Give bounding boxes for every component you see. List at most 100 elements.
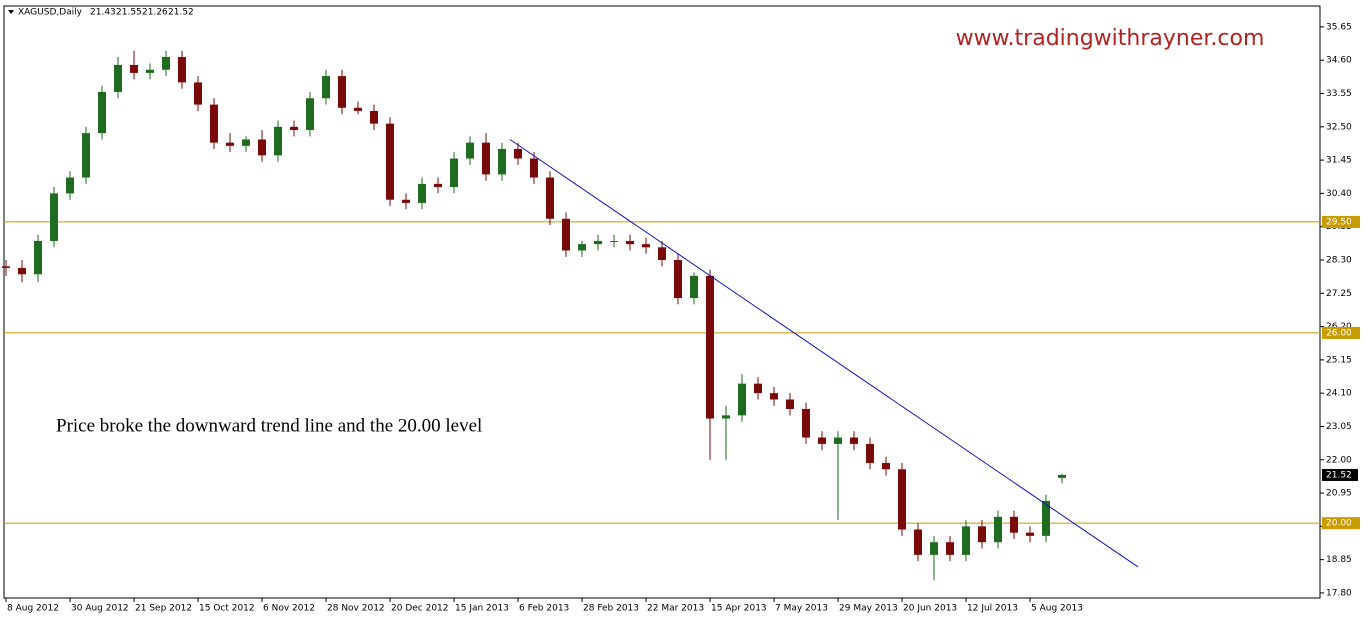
candle-body (674, 259, 682, 299)
x-tick-label: 15 Apr 2013 (711, 604, 767, 614)
y-tick-label: 27.25 (1326, 289, 1352, 299)
candle-body (962, 526, 970, 555)
candle-body (1058, 474, 1066, 478)
x-tick-label: 21 Sep 2012 (135, 604, 192, 614)
candle-body (610, 240, 618, 242)
y-tick-label: 22.00 (1326, 455, 1352, 465)
candle-body (242, 139, 250, 146)
level-label-box (1322, 215, 1360, 228)
candle-body (418, 183, 426, 203)
y-tick-label: 33.55 (1326, 89, 1352, 99)
candle-body (226, 142, 234, 146)
x-tick-label: 29 May 2013 (839, 604, 898, 614)
candle-body (722, 415, 730, 419)
candle-body (146, 69, 154, 73)
candle-body (370, 110, 378, 124)
candle-body (50, 193, 58, 241)
x-tick-label: 20 Jun 2013 (903, 604, 957, 614)
candle-body (162, 57, 170, 70)
candle-body (546, 177, 554, 219)
y-tick-label: 17.80 (1326, 588, 1352, 598)
candle-body (738, 383, 746, 416)
candle-body (434, 183, 442, 188)
x-tick-label: 6 Nov 2012 (263, 604, 315, 614)
candle-body (818, 437, 826, 444)
price-label-box (1322, 468, 1358, 481)
ohlc-low: 21.26 (142, 8, 168, 18)
y-tick-label: 23.05 (1326, 422, 1352, 432)
x-tick-label: 15 Oct 2012 (199, 604, 255, 614)
candle-body (866, 443, 874, 463)
candle-body (386, 123, 394, 200)
y-tick-label: 31.45 (1326, 156, 1352, 166)
watermark: www.tradingwithrayner.com (956, 26, 1265, 51)
candle-body (898, 469, 906, 530)
candle-body (2, 266, 10, 268)
candle-body (834, 437, 842, 444)
y-tick-label: 25.15 (1326, 355, 1352, 365)
candle-body (994, 516, 1002, 543)
candle-body (914, 529, 922, 555)
candle-body (1026, 532, 1034, 536)
candle-body (706, 275, 714, 419)
candle-body (354, 107, 362, 111)
candle-body (306, 98, 314, 130)
x-tick-label: 12 Jul 2013 (967, 604, 1018, 614)
x-tick-label: 5 Aug 2013 (1031, 604, 1083, 614)
x-tick-label: 22 Mar 2013 (647, 604, 704, 614)
x-tick-label: 28 Feb 2013 (583, 604, 639, 614)
y-tick-label: 35.65 (1326, 22, 1352, 32)
candle-body (1042, 500, 1050, 536)
candle-body (274, 126, 282, 156)
plot-frame (3, 5, 1321, 599)
candle-body (466, 142, 474, 159)
candle-body (82, 133, 90, 178)
candle-body (802, 409, 810, 438)
y-tick-label: 20.95 (1326, 489, 1352, 499)
x-tick-label: 28 Nov 2012 (327, 604, 385, 614)
x-tick-label: 6 Feb 2013 (519, 604, 569, 614)
candle-body (402, 199, 410, 203)
level-label: 20.00 (1326, 519, 1352, 529)
candle-body (258, 139, 266, 156)
y-tick-label: 32.50 (1326, 122, 1352, 132)
candle-body (658, 247, 666, 260)
candle-body (594, 240, 602, 245)
ohlc-close: 21.52 (168, 8, 194, 18)
candle-body (482, 142, 490, 175)
menu-arrow (8, 10, 14, 14)
x-tick-label: 30 Aug 2012 (71, 604, 129, 614)
y-tick-label: 34.60 (1326, 56, 1352, 66)
candle-body (642, 244, 650, 248)
candle-body (754, 383, 762, 394)
level-label-box (1322, 517, 1360, 530)
candle-body (562, 218, 570, 251)
candle-body (66, 177, 74, 194)
candle-body (770, 393, 778, 400)
candle-body (114, 64, 122, 92)
y-tick-label: 28.30 (1326, 255, 1352, 265)
candle-body (98, 91, 106, 134)
y-tick-label: 24.10 (1326, 389, 1352, 399)
price-label: 21.52 (1326, 470, 1352, 480)
candle-body (210, 104, 218, 143)
candle-body (514, 149, 522, 159)
x-tick-label: 15 Jan 2013 (455, 604, 509, 614)
x-tick-label: 7 May 2013 (775, 604, 828, 614)
candle-body (850, 437, 858, 444)
chart-title: XAGUSD,Daily (18, 8, 83, 18)
candle-body (1010, 516, 1018, 533)
trend-line (509, 139, 1139, 568)
candle-body (978, 526, 986, 543)
candle-body (690, 275, 698, 299)
x-tick-label: 20 Dec 2012 (391, 604, 449, 614)
y-tick-label: 30.40 (1326, 189, 1352, 199)
candle-body (194, 82, 202, 105)
candle-body (946, 542, 954, 555)
candle-body (130, 64, 138, 73)
annotation: Price broke the downward trend line and … (56, 415, 482, 436)
candle-body (786, 399, 794, 410)
candle-body (178, 57, 186, 83)
y-tick-label: 18.85 (1326, 555, 1352, 565)
candle-body (578, 244, 586, 251)
